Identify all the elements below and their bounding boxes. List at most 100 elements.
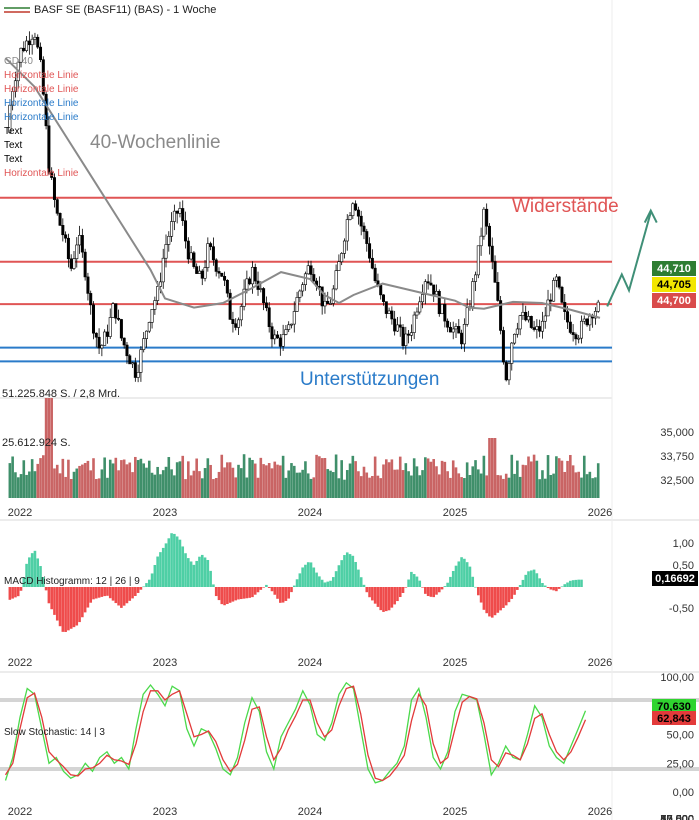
price-candle-body bbox=[273, 334, 277, 340]
stoch-badge-1: 62,843 bbox=[657, 713, 691, 725]
volume-bar bbox=[596, 463, 600, 498]
macd-bar bbox=[440, 587, 444, 590]
volume-bar bbox=[72, 471, 76, 498]
volume-bar bbox=[524, 465, 528, 498]
legend-entry-0: GD 40 bbox=[4, 56, 33, 67]
volume-bar bbox=[108, 459, 112, 498]
volume-bar bbox=[292, 465, 296, 498]
macd-bar bbox=[465, 562, 469, 587]
price-candle-body bbox=[568, 321, 572, 333]
macd-bar bbox=[89, 587, 93, 603]
volume-bar bbox=[276, 464, 279, 498]
volume-y-tick: 35,000 bbox=[660, 427, 694, 439]
price-candle-body bbox=[384, 301, 388, 314]
moving-average-line bbox=[4, 57, 601, 319]
volume-bar bbox=[25, 474, 28, 498]
price-candle-body bbox=[579, 320, 583, 339]
macd-bar bbox=[245, 587, 249, 599]
price-candle-body bbox=[181, 208, 185, 222]
price-candle-body bbox=[167, 235, 171, 245]
macd-bar bbox=[446, 582, 449, 587]
volume-bar bbox=[100, 469, 104, 498]
macd-bar bbox=[200, 554, 204, 587]
macd-bar bbox=[320, 579, 324, 587]
macd-bar bbox=[463, 558, 466, 587]
macd-bar bbox=[16, 587, 20, 597]
volume-bar bbox=[306, 473, 310, 498]
macd-bar bbox=[524, 574, 528, 587]
volume-bar bbox=[134, 456, 137, 498]
volume-bar bbox=[451, 460, 455, 498]
volume-bar bbox=[362, 466, 366, 498]
macd-bar bbox=[262, 587, 265, 588]
volume-bar bbox=[376, 475, 380, 498]
macd-bar bbox=[53, 587, 56, 615]
macd-bar bbox=[557, 587, 561, 589]
volume-bar bbox=[426, 458, 430, 498]
macd-bar bbox=[178, 539, 182, 587]
volume-bar bbox=[33, 471, 37, 498]
macd-bar bbox=[560, 586, 564, 588]
volume-bar bbox=[577, 471, 580, 498]
macd-bar bbox=[371, 587, 374, 601]
price-candle-body bbox=[460, 332, 464, 345]
macd-bar bbox=[189, 561, 193, 587]
volume-bar bbox=[92, 458, 95, 498]
price-candle-body bbox=[66, 237, 70, 260]
price-candle-body bbox=[577, 337, 581, 340]
price-candle-body bbox=[448, 326, 452, 333]
volume-bar bbox=[393, 469, 396, 498]
price-badge-bg bbox=[652, 293, 696, 308]
volume-bar bbox=[281, 455, 285, 498]
macd-x-tick: 2025 bbox=[443, 657, 467, 669]
price-candle-body bbox=[44, 93, 48, 127]
stoch-badge-bg bbox=[652, 711, 696, 725]
volume-bar bbox=[468, 475, 472, 498]
macd-bar bbox=[153, 565, 157, 587]
volume-bar bbox=[401, 470, 405, 498]
price-candle-body bbox=[485, 208, 489, 227]
volume-bar bbox=[529, 461, 533, 498]
price-candle-body bbox=[211, 246, 215, 261]
macd-bar bbox=[206, 559, 210, 587]
price-candle-body bbox=[306, 265, 310, 275]
macd-bar bbox=[69, 587, 73, 629]
volume-bar bbox=[437, 474, 441, 498]
volume-bar bbox=[337, 478, 341, 498]
macd-bar bbox=[217, 587, 221, 601]
volume-bar bbox=[189, 475, 193, 498]
price-candle-body bbox=[111, 303, 115, 318]
price-candle-body bbox=[250, 266, 254, 285]
volume-bar bbox=[139, 458, 143, 498]
volume-bar bbox=[19, 474, 23, 498]
macd-bar bbox=[145, 583, 148, 587]
volume-bar bbox=[471, 466, 475, 498]
macd-bar bbox=[504, 587, 508, 606]
volume-bar bbox=[532, 454, 536, 498]
volume-bar bbox=[555, 456, 558, 498]
stoch-label: Slow Stochastic: 14 | 3 bbox=[4, 727, 105, 738]
price-candle-body bbox=[401, 326, 405, 346]
price-candle-body bbox=[471, 281, 475, 308]
macd-bar bbox=[527, 571, 530, 587]
price-candle-body bbox=[462, 324, 466, 345]
macd-bar bbox=[25, 563, 28, 587]
price-candle-body bbox=[83, 251, 87, 278]
price-candle-body bbox=[359, 215, 363, 227]
price-y-tick: 60,000 bbox=[660, 814, 694, 820]
price-candle-body bbox=[58, 213, 62, 226]
volume-bar bbox=[184, 479, 187, 498]
price-candle-body bbox=[108, 317, 112, 337]
macd-bar bbox=[521, 579, 525, 587]
volume-bar bbox=[11, 456, 14, 498]
price-candle-body bbox=[253, 266, 257, 282]
macd-bar bbox=[187, 558, 190, 587]
volume-bar bbox=[379, 478, 383, 498]
volume-bar bbox=[463, 478, 466, 498]
price-candle-body bbox=[119, 319, 123, 339]
macd-bar bbox=[47, 587, 51, 604]
price-candle-body bbox=[457, 326, 461, 334]
price-candle-body bbox=[404, 333, 408, 346]
volume-bar bbox=[81, 464, 84, 498]
stoch-series-0 bbox=[4, 681, 587, 784]
